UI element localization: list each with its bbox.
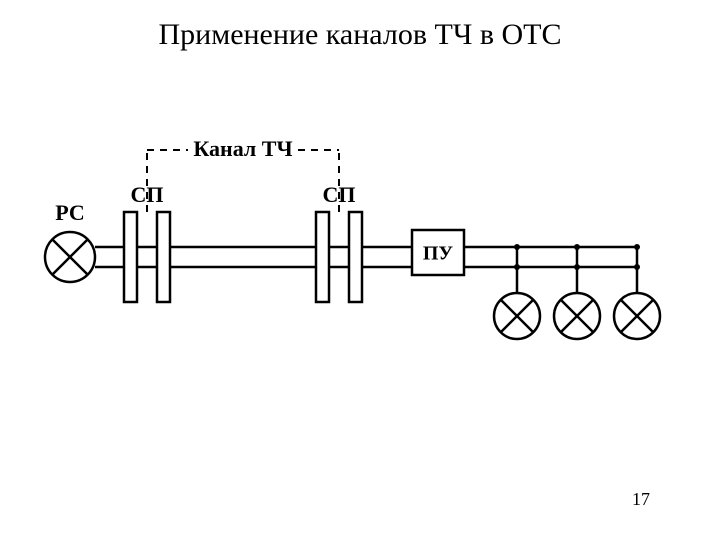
svg-text:Канал ТЧ: Канал ТЧ [193,136,292,161]
svg-text:ПУ: ПУ [423,243,454,265]
svg-text:РС: РС [55,200,85,225]
svg-text:СП: СП [323,182,356,207]
svg-text:СП: СП [131,182,164,207]
diagram-svg: РС СП СП ПУ Канал ТЧ [0,0,720,540]
